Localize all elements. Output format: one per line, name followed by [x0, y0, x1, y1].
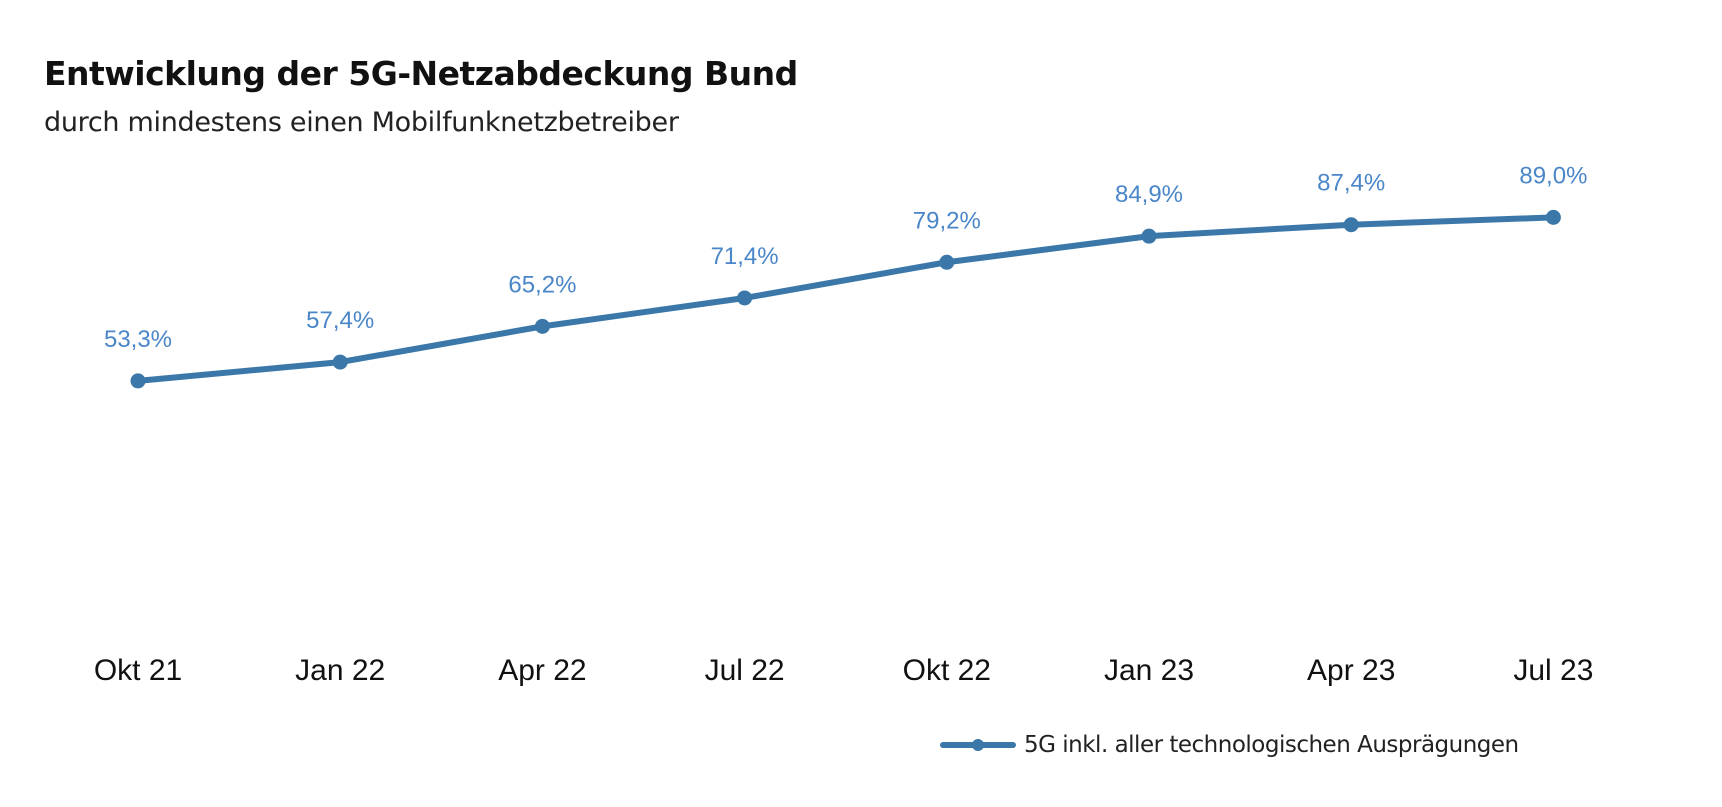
data-label: 65,2%	[508, 271, 576, 298]
data-label: 71,4%	[711, 243, 779, 270]
legend-line-marker-icon	[940, 739, 1016, 751]
data-label: 87,4%	[1317, 170, 1385, 197]
data-point	[130, 373, 146, 389]
data-point	[1141, 228, 1157, 244]
x-tick-label: Apr 22	[498, 654, 586, 687]
chart-title: Entwicklung der 5G-Netzabdeckung Bund	[44, 54, 798, 93]
data-point	[1343, 217, 1359, 233]
data-point	[939, 254, 955, 270]
data-label: 89,0%	[1519, 162, 1587, 189]
data-label: 57,4%	[306, 307, 374, 334]
x-tick-label: Jul 23	[1513, 654, 1593, 687]
series-line	[135, 214, 1557, 384]
data-point	[332, 354, 348, 370]
legend: 5G inkl. aller technologischen Ausprägun…	[940, 732, 1519, 758]
x-tick-label: Okt 22	[903, 654, 991, 687]
data-label: 84,9%	[1115, 181, 1183, 208]
x-tick-label: Apr 23	[1307, 654, 1395, 687]
data-point	[1545, 209, 1561, 225]
x-tick-label: Jan 23	[1104, 654, 1194, 687]
chart-subtitle: durch mindestens einen Mobilfunknetzbetr…	[44, 107, 679, 138]
data-label: 53,3%	[104, 326, 172, 353]
data-point	[737, 290, 753, 306]
legend-label: 5G inkl. aller technologischen Ausprägun…	[1024, 732, 1519, 758]
data-point	[534, 318, 550, 334]
x-tick-label: Jan 22	[295, 654, 385, 687]
x-tick-label: Okt 21	[94, 654, 182, 687]
data-label: 79,2%	[913, 207, 981, 234]
x-tick-label: Jul 22	[705, 654, 785, 687]
